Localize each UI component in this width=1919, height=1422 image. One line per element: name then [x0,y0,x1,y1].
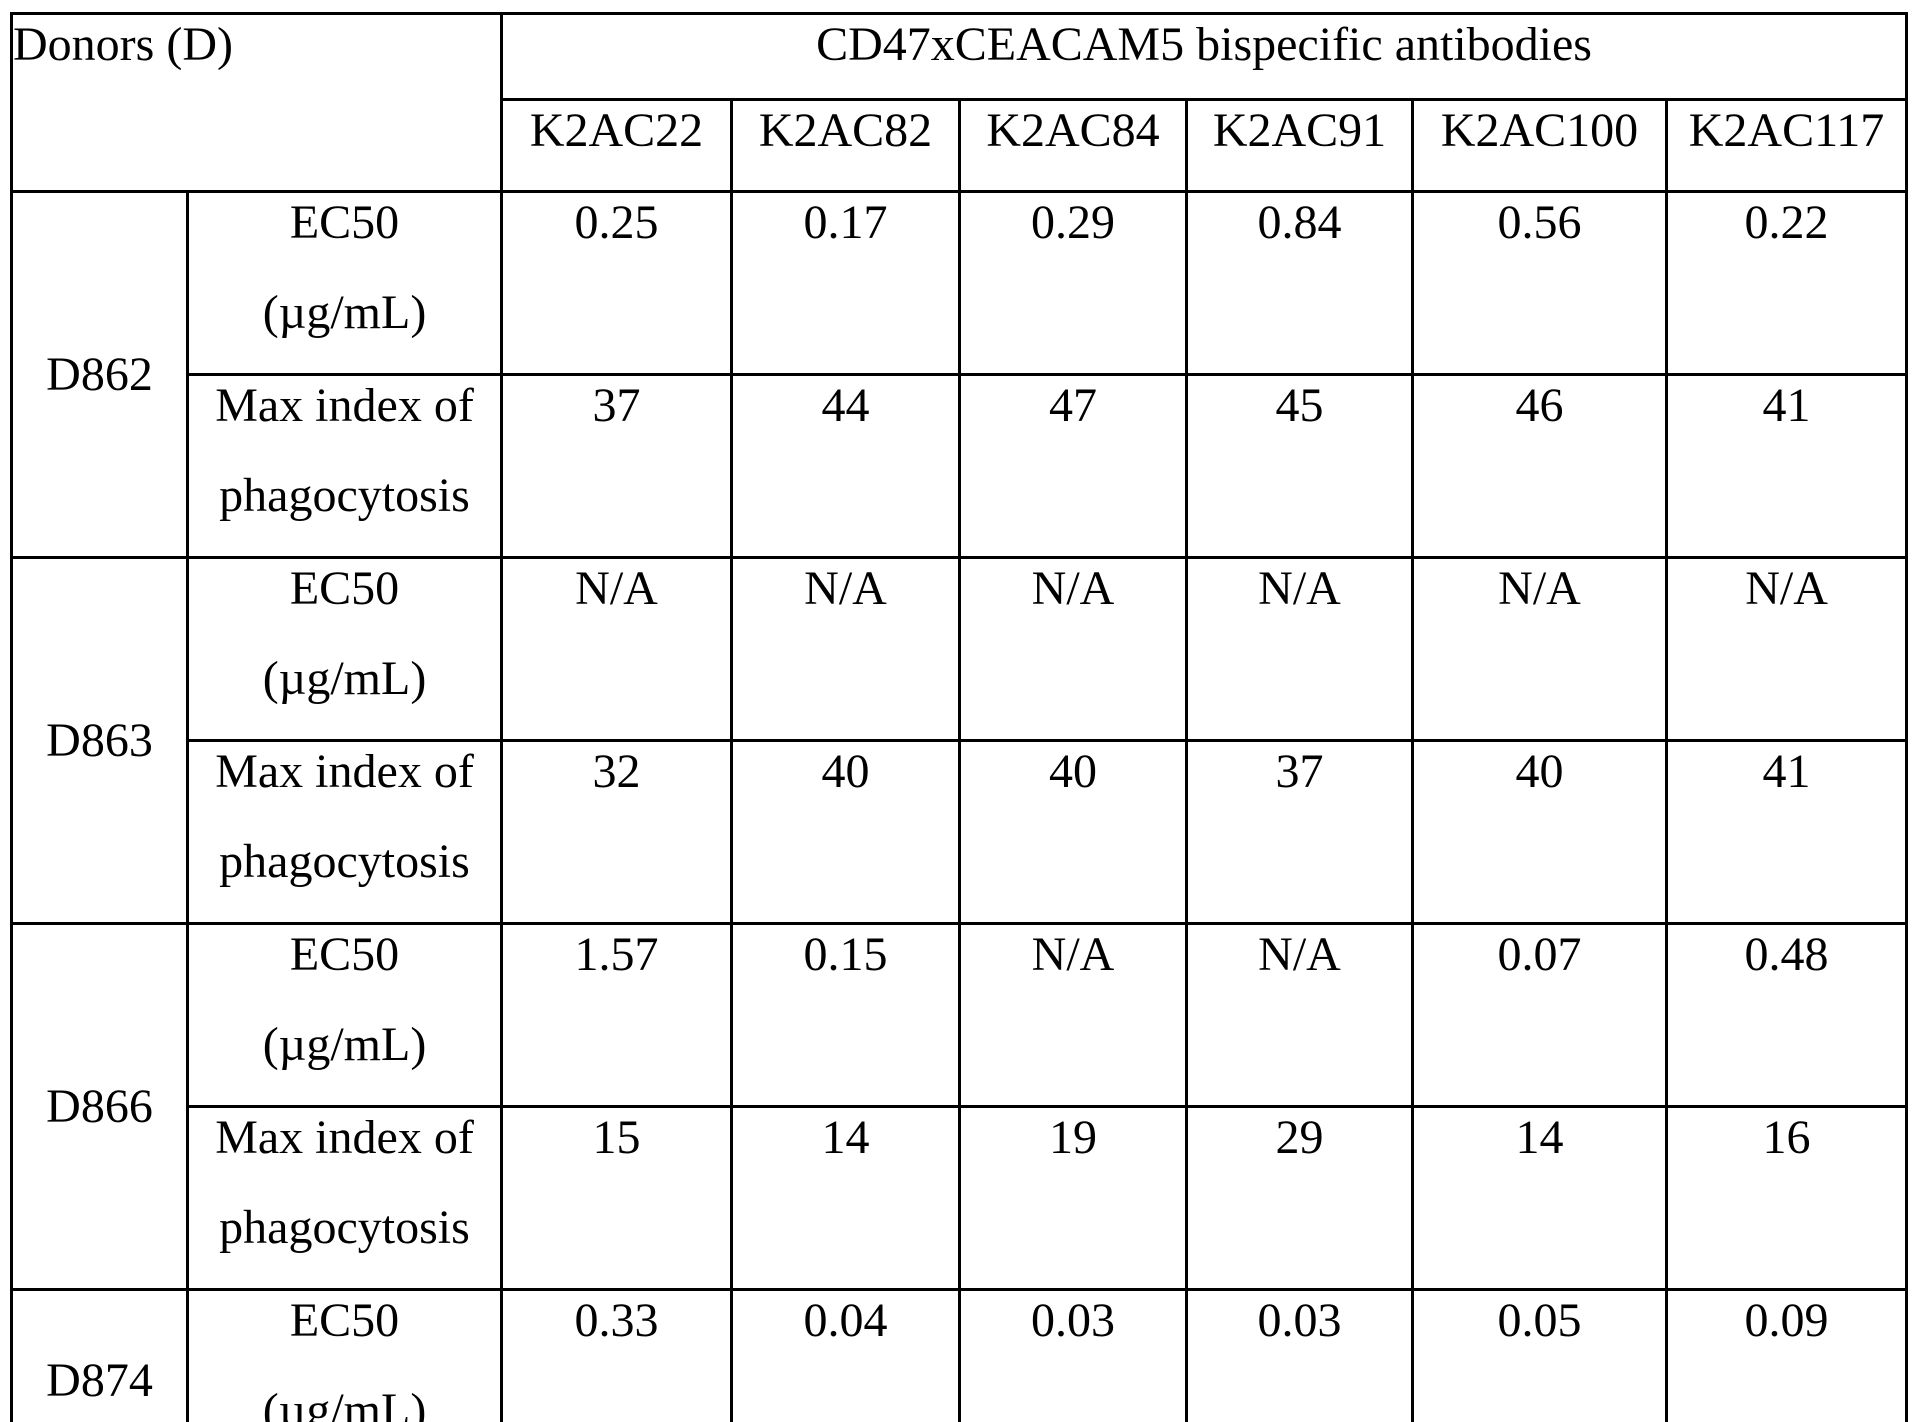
donors-header-cell: Donors (D) [10,12,503,193]
value-cell: 0.15 [730,922,961,1108]
metric-label-line: (µg/mL) [262,1018,427,1071]
table-row-d862-max-index: Max index of phagocytosis 37 44 47 45 46… [12,373,1909,559]
metric-label-line: EC50 [289,928,400,981]
metric-label-line: phagocytosis [219,469,470,522]
value-cell: 41 [1664,373,1909,559]
bispecific-antibody-results-table: Donors (D) CD47xCEACAM5 bispecific antib… [10,12,1909,1422]
value-cell: N/A [730,556,961,742]
value-cell: 14 [730,1105,961,1291]
value-cell: 40 [958,739,1188,925]
column-header-k2ac22: K2AC22 [500,98,733,193]
metric-label-line: Max index of [215,379,474,432]
group-header-cell: CD47xCEACAM5 bispecific antibodies [499,12,1909,101]
value-cell: 0.84 [1185,190,1414,376]
donor-label-d863: D863 [10,556,189,925]
value-cell: 19 [958,1105,1188,1291]
donor-label-d874: D874 [10,1288,189,1422]
value-cell: 41 [1664,739,1909,925]
value-cell: 14 [1411,1105,1668,1291]
table-row-d863-ec50: D863 EC50 (µg/mL) N/A N/A N/A N/A N/A N/… [10,556,1909,925]
value-cell: 0.29 [958,190,1188,376]
metric-label-line: phagocytosis [219,835,470,888]
value-cell: N/A [500,556,733,742]
value-cell: N/A [1185,556,1414,742]
value-cell: 0.17 [730,190,961,376]
value-cell: 0.05 [1411,1288,1668,1422]
value-cell: N/A [1185,922,1414,1108]
value-cell: 0.56 [1411,190,1668,376]
donor-label-d866: D866 [10,922,189,1291]
column-header-k2ac100: K2AC100 [1411,98,1668,193]
metric-label-line: Max index of [215,745,474,798]
metric-label-line: Max index of [215,1111,474,1164]
value-cell: N/A [1664,556,1909,742]
value-cell: 0.22 [1664,190,1909,376]
value-cell: 32 [500,739,733,925]
value-cell: 44 [730,373,961,559]
value-cell: 0.04 [730,1288,961,1422]
table-row-d874-ec50: D874 EC50 (µg/mL) 0.33 0.04 0.03 0.03 0.… [10,1288,1909,1422]
value-cell: N/A [958,922,1188,1108]
value-cell: 16 [1664,1105,1909,1291]
table-row-d862-ec50: D862 EC50 (µg/mL) 0.25 0.17 0.29 0.84 0.… [10,190,1909,559]
metric-label-max-index: Max index of phagocytosis [186,373,503,559]
column-header-k2ac117: K2AC117 [1664,98,1909,193]
metric-label-max-index: Max index of phagocytosis [186,1105,503,1291]
column-header-k2ac91: K2AC91 [1185,98,1414,193]
metric-label-line: (µg/mL) [262,652,427,705]
value-cell: N/A [958,556,1188,742]
value-cell: 0.48 [1664,922,1909,1108]
metric-label-line: EC50 [289,1294,400,1347]
metric-label-ec50: EC50 (µg/mL) [186,556,503,742]
table-row-d866-max-index: Max index of phagocytosis 15 14 19 29 14… [12,1105,1909,1291]
metric-label-ec50: EC50 (µg/mL) [186,922,503,1108]
table-header-row-1: Donors (D) CD47xCEACAM5 bispecific antib… [10,12,1909,193]
value-cell: 0.33 [500,1288,733,1422]
value-cell: 37 [500,373,733,559]
value-cell: 0.03 [1185,1288,1414,1422]
metric-label-line: EC50 [289,196,400,249]
value-cell: 0.07 [1411,922,1668,1108]
value-cell: N/A [1411,556,1668,742]
metric-label-line: (µg/mL) [262,1384,427,1422]
value-cell: 29 [1185,1105,1414,1291]
value-cell: 0.09 [1664,1288,1909,1422]
value-cell: 45 [1185,373,1414,559]
metric-label-max-index: Max index of phagocytosis [186,739,503,925]
metric-label-line: EC50 [289,562,400,615]
metric-label-line: (µg/mL) [262,286,427,339]
value-cell: 40 [730,739,961,925]
value-cell: 1.57 [500,922,733,1108]
donor-label-d862: D862 [10,190,189,559]
value-cell: 0.03 [958,1288,1188,1422]
value-cell: 15 [500,1105,733,1291]
value-cell: 47 [958,373,1188,559]
table-header-row-2: K2AC22 K2AC82 K2AC84 K2AC91 K2AC100 K2AC… [12,98,1909,193]
value-cell: 0.25 [500,190,733,376]
metric-label-ec50: EC50 (µg/mL) [186,190,503,376]
value-cell: 46 [1411,373,1668,559]
metric-label-line: phagocytosis [219,1201,470,1254]
column-header-k2ac82: K2AC82 [730,98,961,193]
column-header-k2ac84: K2AC84 [958,98,1188,193]
value-cell: 40 [1411,739,1668,925]
table-row-d866-ec50: D866 EC50 (µg/mL) 1.57 0.15 N/A N/A 0.07… [10,922,1909,1291]
metric-label-ec50: EC50 (µg/mL) [186,1288,503,1422]
table-row-d863-max-index: Max index of phagocytosis 32 40 40 37 40… [12,739,1909,925]
value-cell: 37 [1185,739,1414,925]
